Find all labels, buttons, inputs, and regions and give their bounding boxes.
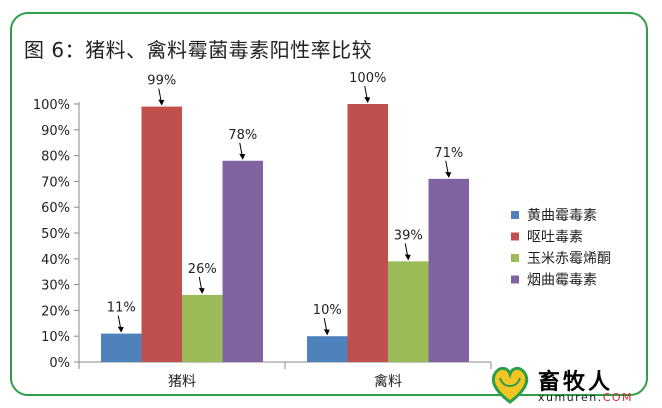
data-label: 11% [107, 301, 136, 316]
label-arrow-icon [239, 153, 246, 160]
bar [347, 104, 388, 362]
y-tick-label: 30% [41, 279, 70, 294]
y-tick-label: 10% [41, 330, 70, 345]
bar [101, 333, 142, 362]
data-label: 39% [394, 228, 423, 243]
y-tick-label: 70% [41, 175, 70, 190]
legend-swatch [511, 254, 519, 262]
legend-swatch [511, 211, 519, 219]
watermark-domain-tld: COM [602, 391, 634, 404]
watermark-domain: xumuren.COM [538, 391, 633, 404]
legend-swatch [511, 275, 519, 284]
label-arrow-icon [445, 171, 452, 178]
y-tick-label: 20% [41, 304, 70, 319]
legend-swatch [511, 232, 519, 241]
y-tick-label: 0% [49, 356, 70, 371]
chart-frame [10, 12, 648, 396]
label-arrow-icon [158, 99, 165, 106]
legend-label: 烟曲霉毒素 [527, 273, 597, 289]
bar [388, 261, 429, 362]
x-axis: 猪料 禽料 [78, 361, 492, 390]
label-arrow-icon [198, 287, 205, 294]
data-labels: 11% 10% 99% 100% 26% 39% 78% 71% [107, 71, 463, 336]
y-tick-label: 90% [41, 124, 70, 139]
watermark-name: 畜牧人 [538, 369, 614, 395]
bar [307, 336, 348, 362]
y-tick-label: 40% [41, 253, 70, 268]
y-tick-label: 60% [41, 201, 70, 216]
data-label: 71% [434, 146, 463, 161]
data-label: 78% [228, 128, 257, 143]
label-arrow-icon [323, 329, 330, 336]
x-tick-label: 猪料 [168, 374, 196, 390]
y-tick-label: 80% [41, 150, 70, 165]
xumuren-logo-icon [491, 366, 529, 404]
bar [141, 106, 182, 362]
data-label: 99% [147, 74, 176, 89]
chart-title: 图 6：猪料、禽料霉菌毒素阳性率比较 [24, 38, 373, 62]
label-arrow-icon [364, 97, 371, 103]
label-arrow-icon [404, 254, 411, 261]
bars [101, 104, 469, 362]
y-axis: 0% 10% 20% 30% 40% 50% 60% 70% 80% 90% 100% [33, 98, 80, 371]
legend-label: 玉米赤霉烯酮 [527, 251, 611, 267]
data-label: 100% [349, 71, 386, 86]
bar [428, 178, 469, 362]
y-tick-label: 100% [33, 98, 70, 113]
x-tick-label: 禽料 [374, 373, 402, 390]
bar [182, 294, 223, 362]
y-tick-label: 50% [41, 227, 70, 242]
data-label: 10% [313, 303, 342, 318]
data-label: 26% [188, 262, 217, 277]
legend-label: 呕吐毒素 [527, 230, 583, 246]
legend-label: 黄曲霉毒素 [527, 207, 597, 224]
label-arrow-icon [117, 326, 124, 333]
bar [222, 160, 263, 362]
watermark-domain-main: xumuren. [538, 391, 603, 404]
